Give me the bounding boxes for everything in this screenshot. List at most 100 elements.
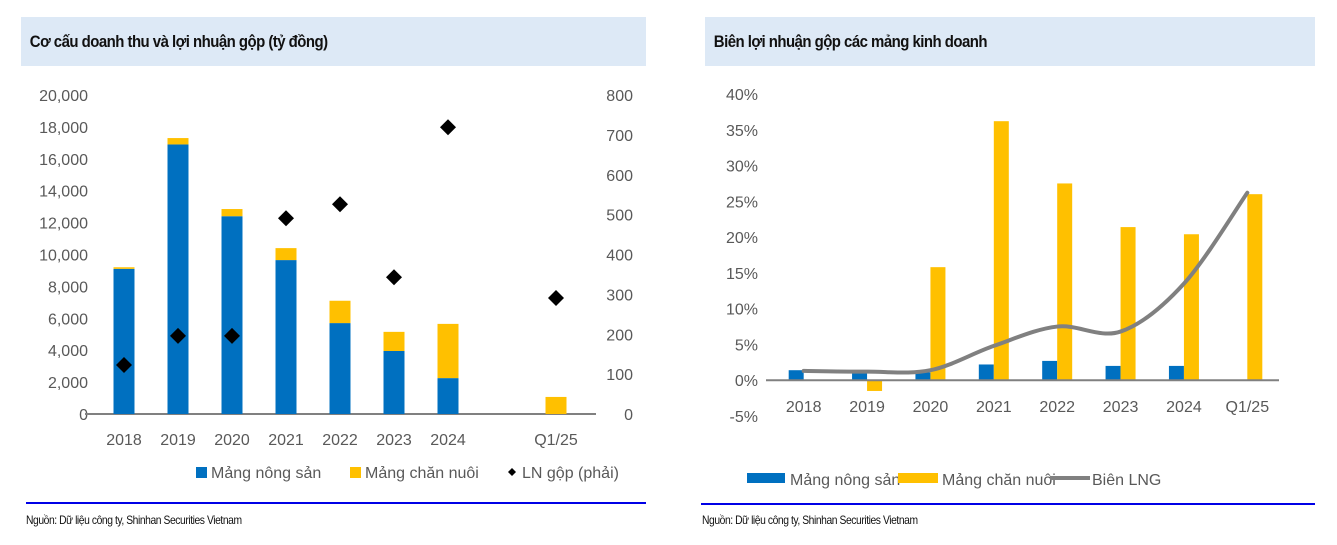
diamond-ln-gop <box>440 119 456 136</box>
bar-mang-nong-san <box>383 350 405 414</box>
bar-mang-nong-san <box>852 372 868 381</box>
bar-mang-chan-nuoi <box>867 380 883 391</box>
divider-rule <box>701 503 1315 505</box>
x-axis-tick-label: 2023 <box>376 432 412 449</box>
bar-mang-chan-nuoi <box>1183 234 1199 381</box>
bar-mang-nong-san <box>915 372 931 381</box>
bar-mang-chan-nuoi <box>1247 194 1263 381</box>
legend-marker-ln-gop <box>508 468 516 476</box>
y-axis-tick-label: 0 <box>79 407 88 424</box>
revenue-structure-chart: 0 2,000 4,000 6,000 8,000 10,000 12,000 14,000 1… <box>39 88 633 482</box>
bar-mang-nong-san <box>329 323 351 414</box>
bar-mang-nong-san <box>978 364 994 381</box>
chart-title-bar: Biên lợi nhuận gộp các mảng kinh doanh <box>705 17 1315 66</box>
source-note: Nguồn: Dữ liệu công ty, Shinhan Securiti… <box>26 513 242 527</box>
x-axis-tick-label: 2021 <box>268 432 304 449</box>
source-note: Nguồn: Dữ liệu công ty, Shinhan Securiti… <box>702 513 918 527</box>
diamond-ln-gop <box>548 289 564 306</box>
diamond-ln-gop <box>332 196 348 213</box>
line-bien-lng <box>801 190 1250 375</box>
bar-mang-chan-nuoi <box>329 300 351 324</box>
y-axis-tick-label: 10% <box>726 302 758 319</box>
gross-margin-panel: Biên lợi nhuận gộp các mảng kinh doanh -… <box>690 0 1337 545</box>
revenue-structure-panel: Cơ cấu doanh thu và lợi nhuận gộp (tỷ đồ… <box>0 0 660 545</box>
bar-mang-nong-san <box>437 378 459 414</box>
bar-mang-chan-nuoi <box>113 267 135 269</box>
bar-mang-chan-nuoi <box>1120 227 1136 381</box>
legend-swatch-mang-nong-san <box>747 473 785 483</box>
x-axis-tick-label: 2023 <box>1103 399 1139 416</box>
y-axis-tick-label: 25% <box>726 194 758 211</box>
chart-title: Biên lợi nhuận gộp các mảng kinh doanh <box>713 31 988 51</box>
bar-mang-nong-san <box>167 144 189 414</box>
y-axis-tick-label: 16,000 <box>39 152 88 169</box>
y-axis-tick-label: 6,000 <box>48 311 88 328</box>
x-axis-tick-label: 2022 <box>1039 399 1075 416</box>
bar-mang-chan-nuoi <box>930 267 946 381</box>
y-axis-tick-label: 8,000 <box>48 279 88 296</box>
bar-mang-nong-san <box>1105 365 1121 381</box>
y2-axis-tick-label: 500 <box>606 208 633 225</box>
y2-axis-tick-label: 200 <box>606 327 633 344</box>
bar-mang-chan-nuoi <box>993 121 1009 381</box>
bar-mang-nong-san <box>788 370 804 381</box>
chart-title: Cơ cấu doanh thu và lợi nhuận gộp (tỷ đồ… <box>29 31 328 51</box>
y2-axis-tick-label: 400 <box>606 248 633 265</box>
y-axis-tick-label: 30% <box>726 159 758 176</box>
legend-swatch-mang-chan-nuoi <box>898 473 938 483</box>
diamond-ln-gop <box>116 356 132 373</box>
legend-swatch-mang-chan-nuoi <box>350 467 361 478</box>
legend-label: Mảng nông sản <box>790 472 900 489</box>
y-axis-tick-label: 14,000 <box>39 184 88 201</box>
x-axis-tick-label: 2020 <box>913 399 949 416</box>
divider-rule <box>26 502 646 504</box>
y2-axis-tick-label: 0 <box>624 407 633 424</box>
diamond-ln-gop <box>386 269 402 286</box>
x-axis-tick-label: Q1/25 <box>534 432 578 449</box>
y-axis-tick-label: 40% <box>726 87 758 104</box>
x-axis-tick-label: Q1/25 <box>1226 399 1270 416</box>
y-axis-tick-label: 15% <box>726 266 758 283</box>
y-axis-tick-label: 20,000 <box>39 88 88 105</box>
y-axis-tick-label: 20% <box>726 230 758 247</box>
x-axis-tick-label: 2019 <box>849 399 885 416</box>
y-axis-tick-label: 5% <box>735 337 758 354</box>
legend-label: Biên LNG <box>1092 472 1161 489</box>
bar-mang-nong-san <box>1042 360 1058 381</box>
legend-label: Mảng chăn nuôi <box>365 465 479 482</box>
x-axis-tick-label: 2024 <box>430 432 466 449</box>
x-axis-tick-label: 2018 <box>106 432 142 449</box>
bar-mang-nong-san <box>1168 365 1184 381</box>
y2-axis-tick-label: 600 <box>606 168 633 185</box>
y-axis-tick-label: 18,000 <box>39 120 88 137</box>
x-axis-tick-label: 2024 <box>1166 399 1202 416</box>
legend-label: Mảng chăn nuôi <box>942 472 1056 489</box>
bar-mang-nong-san <box>221 216 243 414</box>
x-axis-tick-label: 2019 <box>160 432 196 449</box>
chart-title-bar: Cơ cấu doanh thu và lợi nhuận gộp (tỷ đồ… <box>21 17 646 66</box>
y-axis-tick-label: 10,000 <box>39 248 88 265</box>
y2-axis-tick-label: 100 <box>606 367 633 384</box>
x-axis-tick-label: 2018 <box>786 399 822 416</box>
y2-axis-tick-label: 300 <box>606 287 633 304</box>
bar-mang-chan-nuoi <box>545 396 567 414</box>
gross-margin-chart: -5% 0% 5% 10% 15% 20% 25% 30% 35% 40% 2018 2019 2020… <box>726 87 1279 489</box>
y-axis-tick-label: 0% <box>735 373 758 390</box>
diamond-ln-gop <box>170 327 186 344</box>
bar-mang-chan-nuoi <box>221 209 243 217</box>
x-axis-tick-label: 2022 <box>322 432 358 449</box>
bar-mang-chan-nuoi <box>437 323 459 379</box>
legend-label: LN gộp (phải) <box>522 465 619 482</box>
diamond-ln-gop <box>278 210 294 227</box>
diamond-ln-gop <box>224 327 240 344</box>
y-axis-tick-label: 12,000 <box>39 216 88 233</box>
y-axis-tick-label: 4,000 <box>48 343 88 360</box>
y2-axis-tick-label: 800 <box>606 88 633 105</box>
bar-mang-chan-nuoi <box>275 248 297 261</box>
bar-mang-nong-san <box>275 260 297 414</box>
y-axis-tick-label: 35% <box>726 123 758 140</box>
legend-label: Mảng nông sản <box>211 465 321 482</box>
bar-mang-chan-nuoi <box>1057 183 1073 381</box>
bar-mang-nong-san <box>113 268 135 414</box>
bar-mang-chan-nuoi <box>383 331 405 351</box>
